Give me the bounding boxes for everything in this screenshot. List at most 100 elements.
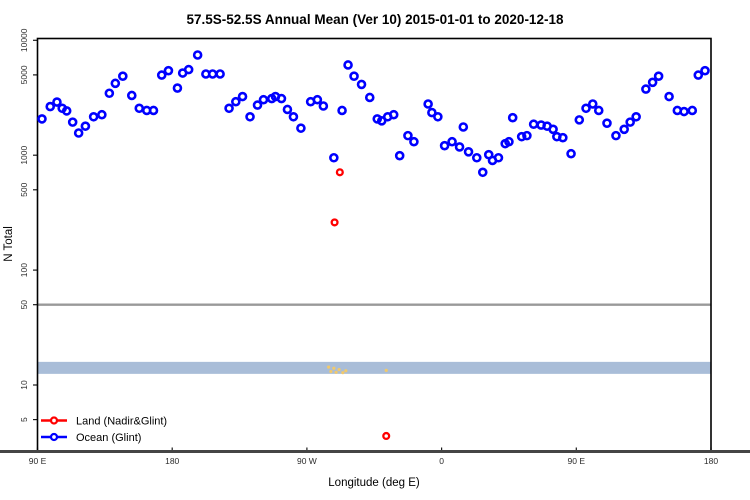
y-tick-label: 10 [19,380,29,390]
ocean-point [80,121,91,131]
ocean-point [679,106,689,117]
highlight-band-layer [37,361,711,374]
ocean-point [258,94,269,105]
land-minor-point [344,369,348,373]
ocean-point [388,109,399,120]
land-minor-point [337,368,341,372]
y-tick-label: 100 [19,263,29,277]
ocean-point [664,91,674,102]
ocean-point [288,111,299,122]
ocean-point [458,122,469,132]
ocean-point [97,109,107,120]
plot-box-border [36,37,712,452]
legend: Land (Nadir&Glint) Ocean (Glint) [41,416,167,444]
ocean-point [37,114,47,124]
ocean-point [619,124,629,135]
x-axis-title: Longitude (deg E) [328,477,420,489]
ocean-point [477,167,488,178]
ocean-point [409,136,419,147]
land-point [382,431,391,441]
ocean-point [276,93,287,104]
ocean-point [611,130,621,141]
ocean-point [318,101,329,111]
ocean-point [312,94,323,105]
ocean-point [693,70,704,80]
ocean-point [433,111,443,122]
ocean-point [329,152,339,163]
legend-ocean-marker-icon [49,432,59,442]
y-axis-title: N Total [3,226,15,262]
ocean-point [558,132,568,143]
ocean-point [641,84,651,94]
ocean-point [427,107,437,118]
ocean-point [148,105,159,116]
ocean-point [343,60,353,70]
chart-title: 57.5S-52.5S Annual Mean (Ver 10) 2015-01… [187,12,564,27]
ocean-point [522,130,532,141]
ocean-point [581,103,591,114]
ocean-point [548,124,558,135]
ocean-point [88,111,99,122]
ocean-point [528,119,539,130]
ocean-point [296,123,306,133]
legend-ocean-label: Ocean (Glint) [76,432,141,444]
ocean-point [647,77,658,88]
ocean-point [183,64,194,75]
ocean-point [215,69,225,79]
ocean-point [126,90,137,101]
y-tick-label: 1000 [19,145,29,164]
y-tick-label: 500 [19,182,29,196]
x-tick-label: 0 [439,456,444,466]
ocean-point [245,111,255,122]
y-tick-label: 50 [19,300,29,310]
land-minor-point [327,365,331,369]
ocean-point [45,101,56,112]
yellow-marks-layer [327,365,388,375]
ocean-point [700,65,710,76]
highlight-band [37,361,711,374]
ocean-point [282,104,293,115]
ocean-point [653,71,664,82]
x-tick-label: 180 [165,456,179,466]
ocean-point [454,142,465,152]
ocean-point [463,147,474,157]
x-tick-label: 180 [704,456,718,466]
ocean-point [337,105,347,116]
ocean-point [471,152,482,163]
ocean-point [439,140,450,151]
ocean-point [52,97,62,107]
ocean-point [574,115,585,125]
legend-land-label: Land (Nadir&Glint) [76,416,167,428]
ocean-point [104,88,115,99]
ocean-point [403,130,413,141]
axis-ticks-layer: 90 E 180 90 W 0 90 E 180 10000 5000 1000 500 100 50… [19,28,718,466]
ocean-point [163,65,174,76]
ocean-point [252,100,263,110]
ocean-point [61,106,72,116]
ocean-point [587,99,598,109]
ocean-point [349,71,359,82]
ocean-point [493,152,504,163]
ocean-point [423,99,433,109]
ocean-point [134,103,145,114]
ocean-point [504,136,514,147]
data-points-layer [37,50,710,441]
land-point [330,218,339,227]
x-tick-label: 90 E [568,456,586,466]
ocean-point [207,69,218,79]
ocean-point [602,118,612,128]
ocean-point [364,92,375,103]
ocean-point [566,148,576,159]
x-tick-label: 90 E [29,456,47,466]
ocean-point [447,136,457,147]
x-tick-label: 90 W [297,456,317,466]
land-minor-point [332,366,336,370]
ocean-point [172,83,183,93]
y-tick-label: 10000 [19,28,29,52]
ocean-point [156,70,167,80]
legend-land-marker-icon [49,416,59,425]
ocean-point [631,111,641,122]
ocean-point [192,50,203,60]
